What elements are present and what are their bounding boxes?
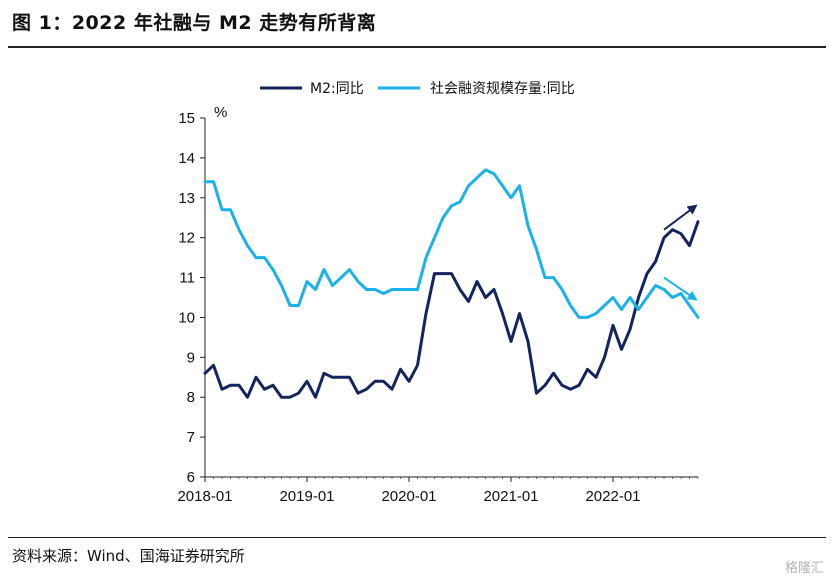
y-tick-label: 14 [178, 150, 195, 167]
trend-arrow-up [663, 204, 698, 231]
legend-label: M2:同比 [310, 81, 364, 97]
x-tick-label: 2021-01 [483, 488, 538, 505]
y-tick-label: 9 [187, 349, 195, 366]
y-tick-label: 13 [178, 190, 195, 207]
source-divider [8, 537, 826, 538]
y-tick-label: 11 [179, 270, 195, 287]
legend-label: 社会融资规模存量:同比 [430, 81, 575, 97]
title-divider [8, 46, 826, 48]
y-tick-label: 8 [187, 389, 195, 406]
annotation-layer [663, 204, 698, 301]
y-tick-label: 10 [178, 309, 195, 326]
x-tick-label: 2022-01 [585, 488, 640, 505]
y-axis-unit: % [214, 104, 227, 121]
series-line-m2 [203, 220, 700, 399]
source-note: 资料来源：Wind、国海证券研究所 [12, 547, 245, 565]
y-tick-label: 15 [178, 110, 195, 127]
legend: M2:同比 社会融资规模存量:同比 [260, 81, 575, 97]
y-tick-label: 6 [187, 469, 195, 486]
x-tick-label: 2018-01 [177, 488, 232, 505]
series-layer [203, 168, 700, 399]
watermark-logo: 格隆汇 [784, 561, 824, 576]
axes: 6 7 8 9 10 11 12 13 14 15 % 2018-01 2019-01 2020-01 20… [177, 104, 699, 505]
y-tick-label: 7 [187, 429, 195, 446]
trend-arrow-down [663, 276, 698, 301]
y-tick-label: 12 [178, 230, 195, 247]
x-tick-label: 2019-01 [279, 488, 334, 505]
x-tick-label: 2020-01 [381, 488, 436, 505]
chart-title: 图 1：2022 年社融与 M2 走势有所背离 [12, 12, 377, 34]
series-line-tsf [203, 168, 700, 319]
